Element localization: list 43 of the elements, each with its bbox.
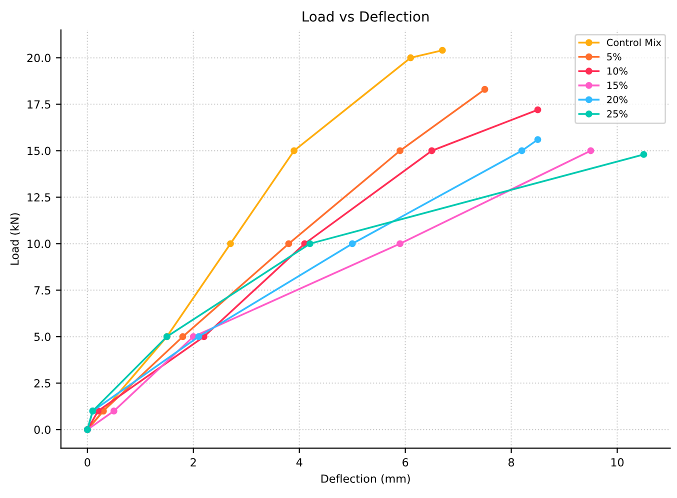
point <box>110 408 118 414</box>
point <box>534 106 542 114</box>
legend-label: 10% <box>607 67 628 75</box>
x-tick-label: 2 <box>190 458 196 466</box>
point <box>290 147 298 154</box>
y-tick-label: 7.5 <box>34 286 50 295</box>
x-tick-label: 0 <box>84 458 90 467</box>
point <box>534 136 542 144</box>
point <box>438 46 446 54</box>
y-tick-label: 2.5 <box>34 379 50 388</box>
chart-title: Load vs Deflection <box>302 10 429 22</box>
point <box>640 150 648 158</box>
point <box>518 147 526 154</box>
legend-label: 15% <box>607 82 628 89</box>
legend-label: 20% <box>607 96 628 104</box>
x-tick-label: 4 <box>296 458 302 466</box>
y-tick-label: 15.0 <box>28 146 50 156</box>
point <box>428 147 436 154</box>
point <box>396 240 404 248</box>
point <box>195 333 202 340</box>
legend-label: 5% <box>607 53 622 60</box>
point <box>227 240 234 248</box>
y-tick-label: 0.0 <box>34 426 50 434</box>
legend-label: 25% <box>607 110 628 118</box>
point <box>407 54 414 62</box>
y-tick-label: 10.0 <box>28 240 50 248</box>
x-tick-label: 8 <box>508 458 514 467</box>
y-axis-title: Load (kN) <box>10 213 20 265</box>
x-tick-label: 10 <box>611 458 624 467</box>
point <box>481 86 488 93</box>
y-tick-label: 12.5 <box>28 193 50 202</box>
point <box>348 240 356 248</box>
point <box>179 333 186 340</box>
y-tick-label: 5.0 <box>34 332 50 342</box>
legend-label: Control Mix <box>606 38 662 46</box>
point <box>396 147 404 154</box>
point <box>587 147 594 154</box>
point <box>285 240 292 248</box>
y-tick-label: 20.0 <box>27 54 50 62</box>
y-tick-label: 17.5 <box>28 100 50 109</box>
x-tick-label: 6 <box>402 458 408 467</box>
x-axis-title: Deflection (mm) <box>321 474 410 484</box>
point <box>306 240 314 248</box>
